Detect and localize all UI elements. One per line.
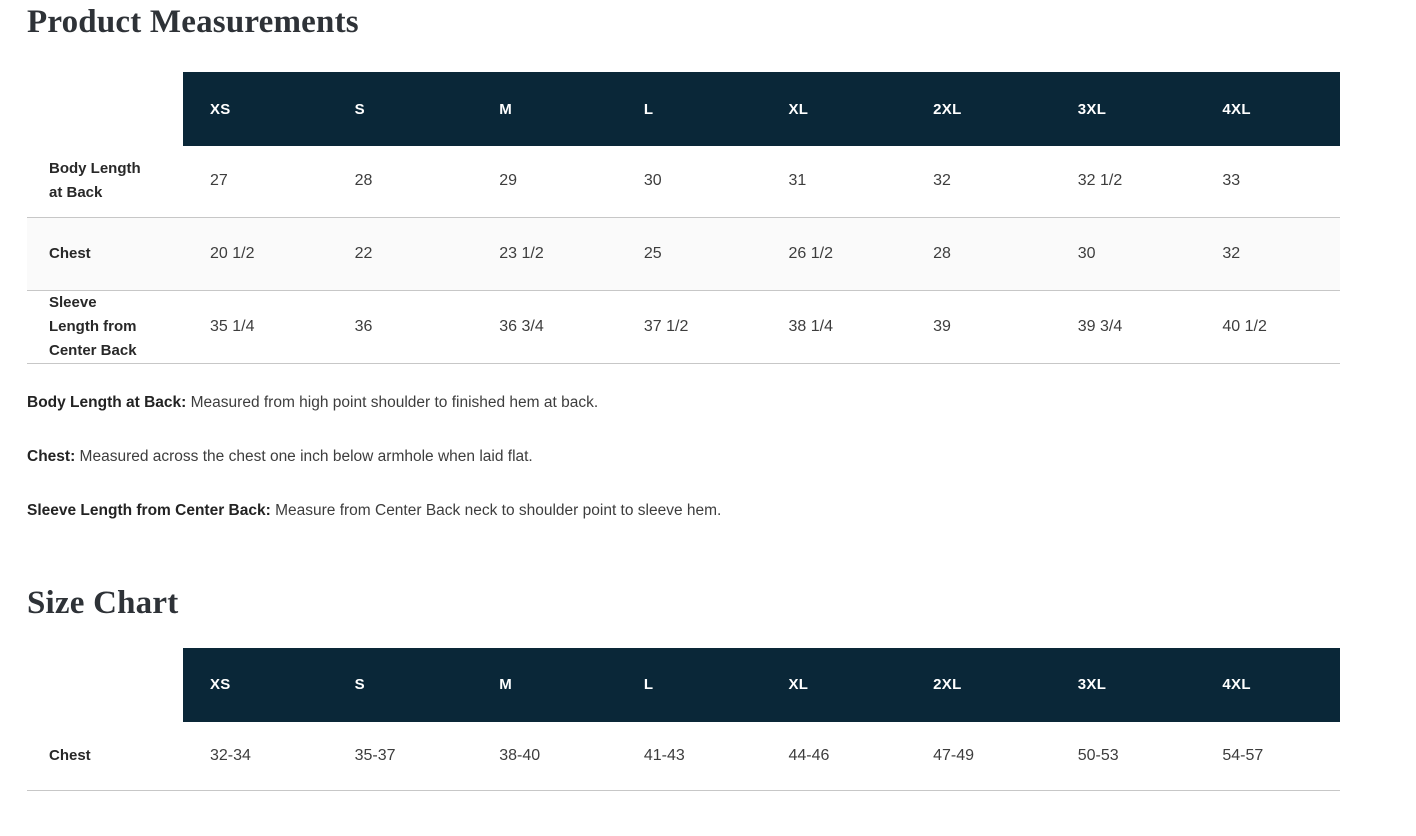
definition-body-length: Body Length at Back: Measured from high …: [27, 391, 1340, 414]
measurement-value-cell: 32 1/2: [1077, 172, 1123, 190]
measurement-value-cell: 25: [643, 244, 662, 262]
measurement-value-cell: 32: [1222, 244, 1241, 262]
measurement-row-chest: Chest 20 1/2 22 23 1/2 25 26 1/2 28 30 3…: [27, 217, 1340, 290]
measurement-value-cell: 20 1/2: [210, 244, 255, 262]
definition-term: Sleeve Length from Center Back:: [27, 501, 271, 519]
measurement-value-cell: 27: [210, 172, 228, 190]
size-range-cell: 44-46: [788, 746, 830, 764]
size-range-cell: 32-34: [210, 746, 251, 764]
header-corner-cell: [27, 648, 183, 722]
measurement-value-cell: 28: [354, 172, 373, 190]
size-column-header-m: M: [472, 72, 617, 146]
row-label-body-length: Body Length at Back: [49, 160, 141, 202]
measurement-row-sleeve-length: Sleeve Length from Center Back 35 1/4 36…: [27, 290, 1340, 363]
measurement-value-cell: 33: [1222, 172, 1241, 190]
measurement-definitions: Body Length at Back: Measured from high …: [27, 391, 1340, 522]
measurement-value-cell: 39 3/4: [1077, 317, 1123, 335]
size-range-cell: 47-49: [933, 746, 975, 764]
definition-term: Body Length at Back:: [27, 393, 187, 411]
measurement-value-cell: 37 1/2: [643, 317, 689, 335]
measurement-value-cell: 36: [354, 317, 373, 335]
measurement-value-cell: 32: [933, 172, 951, 190]
measurement-value-cell: 38 1/4: [788, 317, 833, 335]
size-column-header-xs: XS: [183, 72, 328, 146]
product-measurements-table: XS S M L XL 2XL 3XL 4XL Body Length at B…: [27, 72, 1340, 364]
measurement-value-cell: 35 1/4: [210, 317, 255, 335]
size-column-header-xl: XL: [761, 647, 907, 722]
size-chart-row-chest: Chest 32-34 35-37 38-40 41-43 44-46 47-4…: [27, 722, 1340, 791]
size-chart-table: XS S M L XL 2XL 3XL 4XL Chest 32-34 35-3…: [27, 647, 1340, 792]
size-column-header-l: L: [616, 647, 762, 722]
measurement-value-cell: 22: [354, 244, 373, 262]
size-column-header-l: L: [616, 72, 762, 146]
size-column-header-3xl: 3XL: [1050, 647, 1196, 722]
header-corner-cell: [27, 72, 183, 146]
measurement-row-body-length: Body Length at Back 27 28 29 30 31 32 32…: [27, 146, 1340, 217]
measurement-value-cell: 39: [933, 317, 951, 335]
size-column-header-s: S: [327, 72, 473, 146]
size-column-header-2xl: 2XL: [906, 647, 1051, 722]
size-range-cell: 35-37: [354, 746, 396, 764]
size-column-header-3xl: 3XL: [1050, 72, 1196, 146]
definition-chest: Chest: Measured across the chest one inc…: [27, 445, 1340, 468]
size-range-cell: 38-40: [499, 746, 541, 764]
size-header-row: XS S M L XL 2XL 3XL 4XL: [27, 72, 1340, 146]
size-header-row: XS S M L XL 2XL 3XL 4XL: [27, 647, 1340, 722]
product-measurements-title: Product Measurements: [27, 4, 359, 40]
measurement-value-cell: 28: [933, 244, 951, 262]
size-range-cell: 41-43: [643, 746, 685, 764]
row-label-chest: Chest: [49, 746, 91, 764]
size-column-header-xs: XS: [183, 647, 328, 722]
row-label-sleeve-length: Sleeve Length from Center Back: [49, 293, 137, 359]
size-column-header-xl: XL: [761, 72, 907, 146]
size-range-cell: 54-57: [1222, 746, 1264, 764]
size-column-header-2xl: 2XL: [906, 72, 1051, 146]
size-column-header-4xl: 4XL: [1195, 647, 1340, 722]
size-column-header-4xl: 4XL: [1195, 72, 1340, 146]
measurement-value-cell: 26 1/2: [788, 244, 833, 262]
measurement-value-cell: 36 3/4: [499, 317, 544, 335]
size-chart-title: Size Chart: [27, 584, 179, 621]
measurement-value-cell: 40 1/2: [1222, 317, 1267, 335]
definition-text: Measured from high point shoulder to fin…: [190, 393, 599, 411]
measurement-value-cell: 30: [643, 172, 662, 190]
definition-sleeve-length: Sleeve Length from Center Back: Measure …: [27, 499, 1340, 522]
measurement-value-cell: 30: [1077, 244, 1096, 262]
definition-text: Measure from Center Back neck to shoulde…: [275, 501, 722, 519]
row-label-chest: Chest: [49, 244, 91, 262]
size-column-header-m: M: [472, 647, 617, 722]
definition-text: Measured across the chest one inch below…: [79, 447, 533, 465]
measurement-value-cell: 29: [499, 172, 518, 190]
definition-term: Chest:: [27, 447, 76, 465]
measurement-value-cell: 23 1/2: [499, 244, 544, 262]
size-range-cell: 50-53: [1077, 746, 1119, 764]
size-column-header-s: S: [327, 647, 473, 722]
measurement-value-cell: 31: [788, 172, 807, 190]
